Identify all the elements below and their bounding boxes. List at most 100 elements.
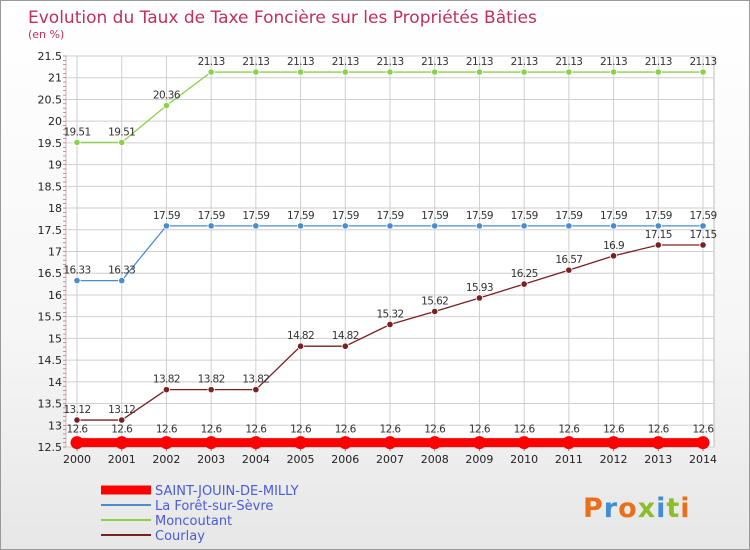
data-label: 17.59 <box>555 210 582 222</box>
data-point <box>73 138 81 147</box>
data-label: 17.15 <box>689 229 716 241</box>
y-tick-label: 18 <box>48 202 62 215</box>
data-point <box>207 68 215 76</box>
x-tick-label: 2012 <box>600 453 628 466</box>
y-tick-label: 12.5 <box>38 441 63 454</box>
data-point <box>654 222 662 230</box>
data-label: 17.59 <box>332 210 359 222</box>
data-label: 21.13 <box>555 56 582 68</box>
data-point <box>386 222 394 230</box>
data-point <box>341 342 349 350</box>
chart-subtitle: (en %) <box>28 28 64 41</box>
y-tick-label: 17 <box>48 246 62 259</box>
data-point <box>565 266 573 274</box>
data-point <box>73 416 81 424</box>
data-label: 21.13 <box>645 56 672 68</box>
data-label: 12.6 <box>335 424 357 436</box>
data-label: 17.59 <box>153 210 180 222</box>
data-label: 21.13 <box>198 56 225 68</box>
x-tick-label: 2008 <box>421 453 449 466</box>
data-label: 16.25 <box>511 268 538 280</box>
x-tick-label: 2000 <box>63 453 91 466</box>
data-label: 12.6 <box>245 424 267 436</box>
y-tick-label: 15.5 <box>38 311 63 324</box>
data-point <box>520 68 528 76</box>
x-tick-label: 2001 <box>108 453 136 466</box>
series-group <box>70 68 710 450</box>
data-point <box>252 222 260 230</box>
x-tick-label: 2014 <box>689 453 717 466</box>
data-label: 16.57 <box>555 254 582 266</box>
data-point <box>252 386 260 394</box>
data-point <box>609 222 618 230</box>
legend-label: Courlay <box>155 529 205 544</box>
data-point <box>207 222 215 230</box>
data-point <box>338 436 352 450</box>
data-label: 21.13 <box>242 56 269 68</box>
data-point <box>249 436 263 450</box>
y-tick-label: 14.5 <box>38 354 63 367</box>
data-point <box>699 222 707 230</box>
x-tick-label: 2007 <box>376 453 404 466</box>
data-point <box>475 294 484 302</box>
data-point <box>159 436 173 450</box>
data-label: 13.82 <box>198 374 225 386</box>
data-label: 16.9 <box>603 240 624 252</box>
data-point <box>252 68 260 76</box>
y-tick-label: 17.5 <box>38 224 63 237</box>
logo-letter: i <box>656 493 666 524</box>
logo-letter: x <box>638 493 656 524</box>
data-point <box>431 68 439 76</box>
data-point <box>73 277 81 285</box>
logo-letter: i <box>680 493 690 524</box>
data-point <box>654 241 662 249</box>
x-tick-label: 2011 <box>555 453 583 466</box>
data-point <box>118 138 126 147</box>
data-label: 21.13 <box>421 56 448 68</box>
grid <box>65 55 715 448</box>
y-tick-label: 14 <box>48 376 62 389</box>
y-tick-label: 20 <box>48 115 62 128</box>
data-label: 12.6 <box>380 424 402 436</box>
data-point <box>162 222 171 230</box>
y-tick-label: 16 <box>48 289 62 302</box>
y-tick-label: 16.5 <box>38 267 63 280</box>
data-label: 17.59 <box>645 210 672 222</box>
data-point <box>651 436 665 450</box>
data-label: 17.15 <box>645 229 672 241</box>
data-point <box>699 68 707 76</box>
data-label: 13.12 <box>108 404 135 416</box>
y-tick-label: 21.5 <box>38 50 63 63</box>
data-label: 12.6 <box>514 424 536 436</box>
data-label: 16.33 <box>108 265 135 277</box>
data-label: 17.59 <box>242 210 269 222</box>
data-label: 17.59 <box>376 210 403 222</box>
data-label: 19.51 <box>63 126 90 138</box>
logo-letter: r <box>604 493 618 524</box>
data-label: 12.6 <box>469 424 491 436</box>
y-tick-label: 19.5 <box>38 137 63 150</box>
data-point <box>296 68 305 76</box>
data-label: 12.6 <box>156 424 178 436</box>
data-point <box>204 436 218 450</box>
data-label: 14.82 <box>287 330 314 342</box>
x-tick-label: 2005 <box>287 453 315 466</box>
data-label: 12.6 <box>201 424 223 436</box>
data-point <box>296 222 305 230</box>
data-label: 21.13 <box>689 56 716 68</box>
data-point <box>162 386 171 394</box>
data-label: 15.32 <box>376 308 403 320</box>
data-point <box>565 68 573 76</box>
data-label: 13.12 <box>63 404 90 416</box>
logo-letter: o <box>618 493 638 524</box>
data-point <box>475 222 484 230</box>
x-tick-label: 2002 <box>152 453 180 466</box>
data-point <box>386 320 394 329</box>
data-label: 12.6 <box>111 424 133 436</box>
y-tick-label: 15 <box>48 332 62 345</box>
x-tick-label: 2013 <box>644 453 672 466</box>
data-label: 12.6 <box>603 424 625 436</box>
data-label: 14.82 <box>332 330 359 342</box>
